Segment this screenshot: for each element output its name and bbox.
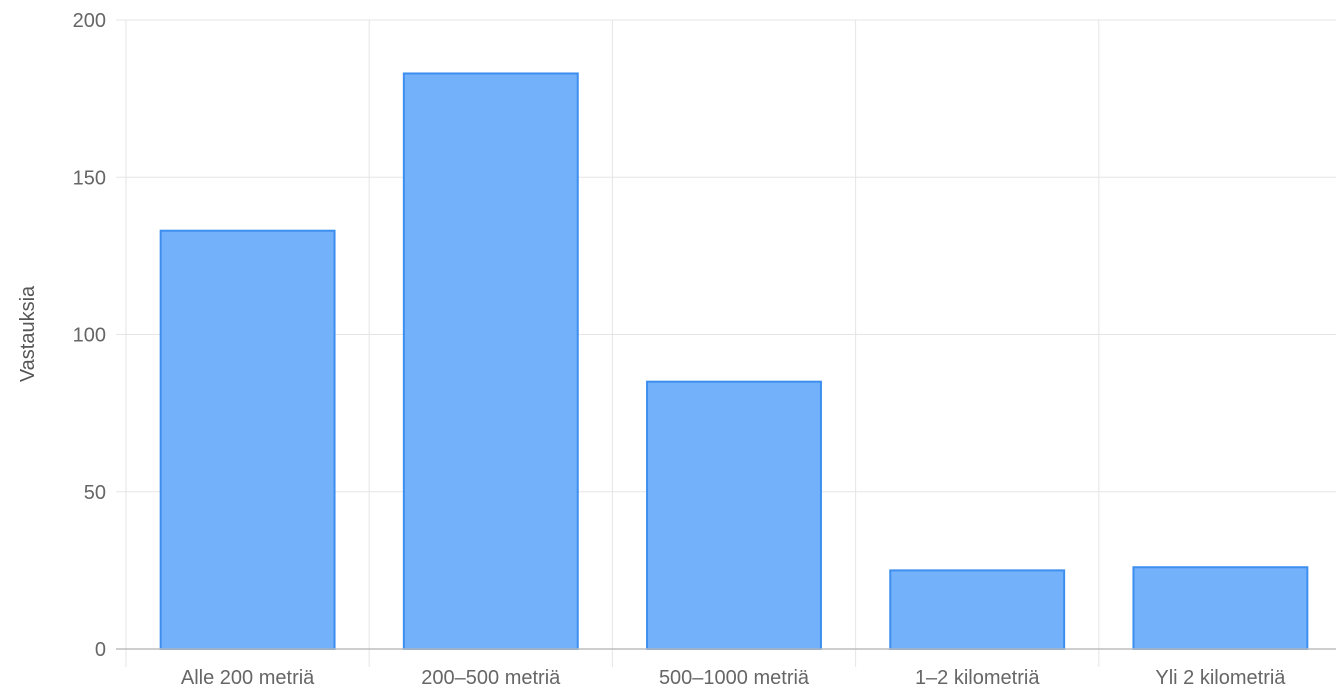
x-tick-label: 1–2 kilometriä (915, 667, 1040, 689)
x-tick-label: 500–1000 metriä (659, 667, 810, 689)
y-tick-label: 0 (95, 639, 106, 661)
bar[interactable] (646, 380, 822, 650)
bar[interactable] (1132, 566, 1309, 650)
y-axis-title: Vastauksia (17, 285, 39, 382)
x-tick-label: 200–500 metriä (421, 667, 561, 689)
axes (116, 19, 1336, 667)
bars (159, 72, 1309, 650)
tick-labels: 0 50 100 150 200 Alle 200 metriä 200–500 metri… (73, 10, 1287, 689)
x-tick-label: Alle 200 metriä (181, 667, 315, 689)
bar[interactable] (159, 229, 336, 650)
y-tick-label: 150 (73, 167, 106, 189)
y-tick-label: 50 (84, 482, 106, 504)
y-tick-label: 200 (73, 10, 106, 32)
x-tick-label: Yli 2 kilometriä (1155, 667, 1286, 689)
y-tick-label: 100 (73, 325, 106, 347)
bar[interactable] (402, 72, 579, 650)
bar[interactable] (889, 569, 1066, 650)
